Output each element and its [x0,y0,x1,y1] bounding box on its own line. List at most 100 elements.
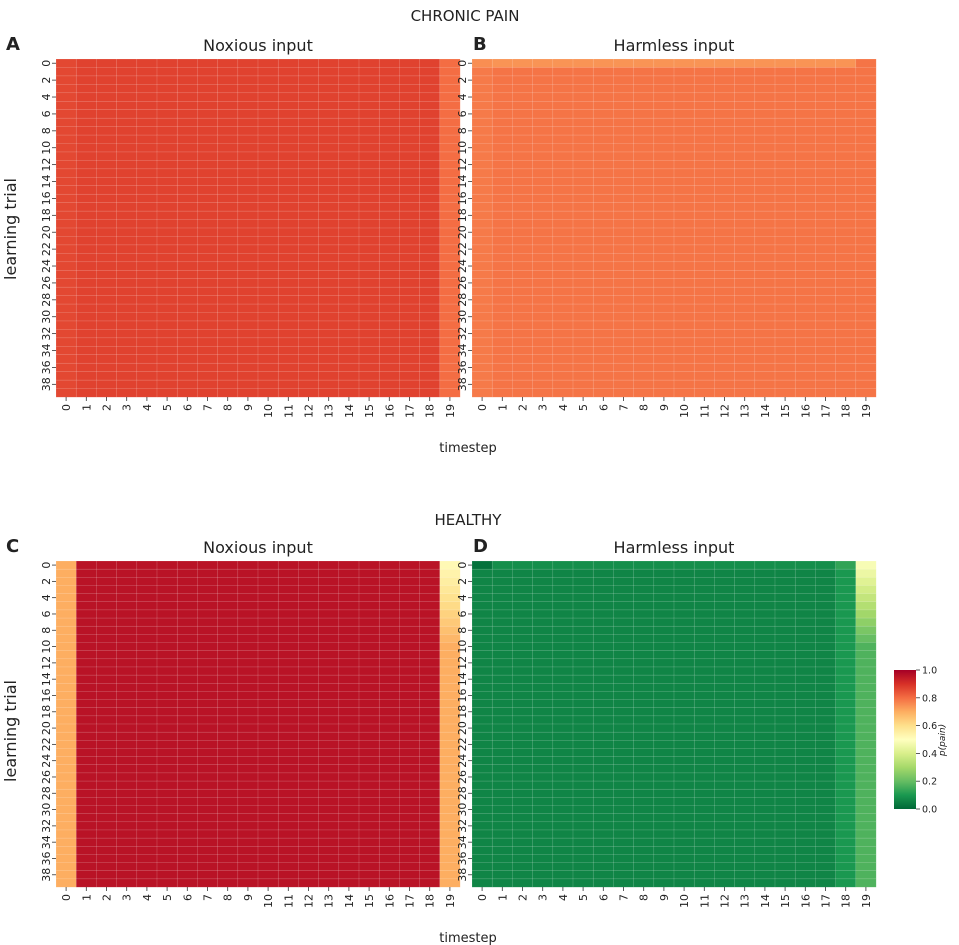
heatmap-cell [673,253,695,263]
heatmap-cell [653,295,675,305]
heatmap-cell [399,805,421,815]
heatmap-cell [552,699,574,709]
heatmap-cell [532,813,554,823]
heatmap-cell [693,805,715,815]
heatmap-cell [277,92,299,102]
heatmap-cell [633,813,655,823]
heatmap-cell [673,805,695,815]
heatmap-cell [552,617,574,627]
heatmap-cell [613,862,635,872]
heatmap-cell [592,362,614,373]
heatmap-cell [298,740,320,749]
heatmap-cell [532,75,554,85]
heatmap-cell [774,278,796,288]
heatmap-cell [613,617,635,627]
heatmap-cell [592,126,614,136]
heatmap-cell [633,666,655,676]
heatmap-cell [358,658,380,668]
heatmap-cell [55,168,77,178]
heatmap-cell [673,84,695,94]
heatmap-cell [693,699,715,709]
heatmap-cell [237,151,259,161]
y-tick-label: 20 [456,225,469,239]
heatmap-cell [693,731,715,741]
heatmap-cell [96,210,118,221]
heatmap-cell [794,177,816,187]
heatmap-cell [277,75,299,85]
heatmap-cell [512,58,534,68]
heatmap-cell [277,699,299,709]
heatmap-cell [419,780,441,790]
heatmap-cell [358,748,380,758]
heatmap-cell [217,58,239,68]
heatmap-cell [156,312,178,322]
heatmap-cell [217,286,239,297]
heatmap-cell [734,699,756,709]
heatmap-cell [197,219,219,229]
heatmap-cell [136,227,158,237]
heatmap-cell [176,601,198,611]
heatmap-cell [298,601,320,611]
heatmap-cell [734,764,756,774]
heatmap-cell [653,58,675,68]
y-tick-label: 0 [456,562,469,569]
heatmap-cell [358,813,380,823]
heatmap-cell [754,756,776,766]
heatmap-cell [552,84,574,94]
heatmap-cell [96,329,118,339]
heatmap-cell [96,151,118,161]
heatmap-cell [96,723,118,733]
heatmap-cell [378,650,400,660]
heatmap-cell [257,854,279,864]
heatmap-cell [439,585,461,595]
heatmap-cell [75,388,97,398]
heatmap-cell [633,862,655,872]
heatmap-cell [512,67,534,77]
heatmap-cell [532,683,554,692]
heatmap-cell [136,303,158,313]
heatmap-cell [217,388,239,398]
heatmap-cell [156,650,178,660]
heatmap-cell [399,219,421,229]
heatmap-cell [257,261,279,271]
heatmap-cell [491,683,513,692]
heatmap-cell [237,674,259,684]
heatmap-cell [673,329,695,339]
heatmap-cell [572,134,594,144]
heatmap-cell [75,699,97,709]
heatmap-cell [815,219,837,229]
heatmap-cell [794,585,816,595]
heatmap-cell [399,92,421,102]
heatmap-cell [572,740,594,749]
heatmap-cell [298,642,320,652]
heatmap-cell [399,870,421,880]
heatmap-cell [399,837,421,847]
heatmap-cell [815,617,837,627]
heatmap-cell [491,117,513,128]
heatmap-cell [358,261,380,271]
heatmap-cell [633,75,655,85]
heatmap-cell [217,202,239,212]
heatmap-cell [532,109,554,119]
heatmap-cell [774,210,796,221]
heatmap-cell [399,731,421,741]
heatmap-cell [217,625,239,635]
heatmap-cell [592,601,614,611]
heatmap-cell [714,337,736,347]
heatmap-cell [471,388,493,398]
heatmap-cell [257,286,279,297]
heatmap-cell [633,58,655,68]
heatmap-cell [693,388,715,398]
heatmap-cell [532,193,554,204]
heatmap-cell [237,185,259,195]
heatmap-cell [318,320,340,330]
heatmap-cell [358,58,380,68]
heatmap-cell [277,617,299,627]
heatmap-cell [835,691,857,701]
heatmap-cell [592,160,614,170]
heatmap-cell [512,617,534,627]
heatmap-cell [673,320,695,330]
heatmap-cell [318,878,340,888]
heatmap-cell [318,151,340,161]
x-tick-label: 4 [557,404,570,411]
